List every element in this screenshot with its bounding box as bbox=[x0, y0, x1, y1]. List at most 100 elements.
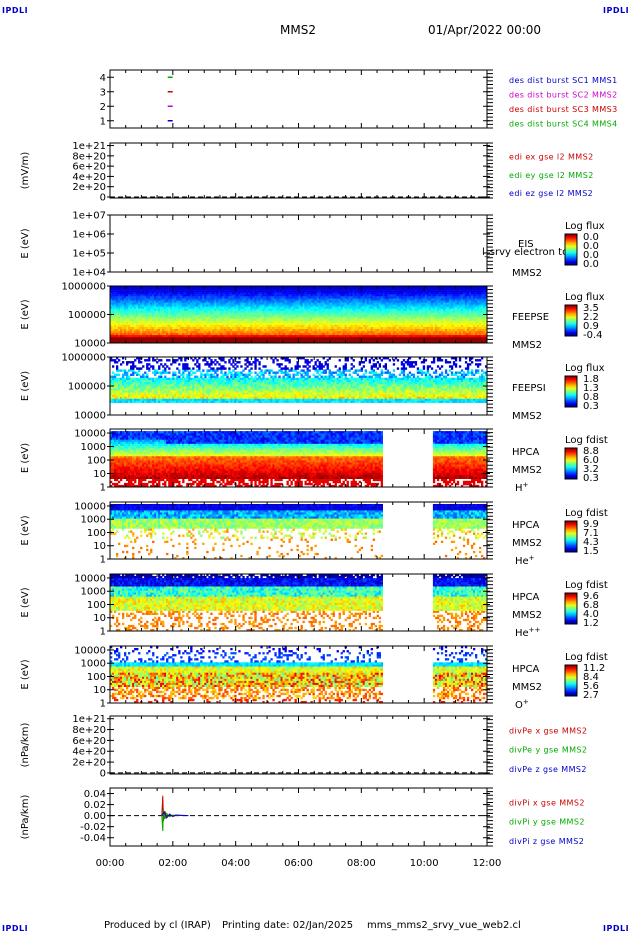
spectrogram-cell bbox=[212, 326, 215, 329]
spectrogram-cell bbox=[382, 290, 385, 293]
spectrogram-cell bbox=[170, 302, 173, 305]
spectrogram-cell bbox=[252, 312, 255, 315]
spectrogram-cell bbox=[342, 300, 345, 303]
spectrogram-cell bbox=[236, 302, 239, 305]
spectrogram-cell bbox=[428, 334, 432, 338]
spectrogram-cell bbox=[276, 310, 279, 313]
spectrogram-cell bbox=[418, 338, 422, 342]
spectrogram-cell bbox=[338, 338, 341, 342]
spectrogram-cell bbox=[436, 312, 440, 315]
spectrogram-cell bbox=[204, 314, 207, 317]
spectrogram-cell bbox=[248, 298, 251, 301]
spectrogram-cell bbox=[414, 338, 418, 342]
spectrogram-cell bbox=[152, 328, 155, 332]
spectrogram-cell bbox=[182, 334, 185, 338]
spectrogram-cell bbox=[432, 304, 436, 307]
spectrogram-cell bbox=[276, 341, 279, 344]
spectrogram-cell bbox=[324, 326, 327, 329]
spectrogram-cell bbox=[162, 294, 165, 297]
spectrogram-cell bbox=[408, 316, 412, 319]
spectrogram-cell bbox=[360, 314, 363, 317]
spectrogram-cell bbox=[162, 314, 165, 317]
spectrogram-cell bbox=[430, 332, 434, 336]
spectrogram-cell bbox=[408, 312, 412, 315]
spectrogram-cell bbox=[220, 298, 223, 301]
spectrogram-cell bbox=[164, 298, 167, 301]
spectrogram-cell bbox=[310, 298, 313, 301]
spectrogram-cell bbox=[112, 314, 115, 317]
spectrogram-cell bbox=[188, 324, 191, 327]
spectrogram-cell bbox=[182, 292, 185, 295]
spectrogram-cell bbox=[268, 316, 271, 319]
spectrogram-cell bbox=[244, 300, 247, 303]
spectrogram-cell bbox=[272, 300, 275, 303]
spectrogram-cell bbox=[152, 296, 155, 299]
spectrogram-cell bbox=[122, 300, 125, 303]
spectrogram-cell bbox=[250, 316, 253, 319]
spectrogram-cell bbox=[378, 294, 381, 297]
spectrogram-cell bbox=[218, 288, 221, 291]
spectrogram-cell bbox=[176, 288, 179, 291]
spectrogram-cell bbox=[178, 308, 181, 311]
spectrogram-cell bbox=[184, 334, 187, 338]
spectrogram-cell bbox=[424, 294, 428, 297]
spectrogram-cell bbox=[168, 338, 171, 342]
spectrogram-cell bbox=[330, 316, 333, 319]
spectrogram-cell bbox=[310, 326, 313, 329]
y-tick-label: 3 bbox=[100, 87, 106, 98]
spectrogram-cell bbox=[158, 304, 161, 307]
spectrogram-cell bbox=[302, 338, 305, 342]
spectrogram-cell bbox=[200, 302, 203, 305]
spectrogram-cell bbox=[238, 292, 241, 295]
spectrogram-cell bbox=[144, 328, 147, 332]
spectrogram-cell bbox=[186, 322, 189, 325]
spectrogram-cell bbox=[192, 318, 195, 321]
spectrogram-cell bbox=[154, 294, 157, 297]
spectrogram-cell bbox=[440, 292, 444, 295]
corner-label-top-left: IPDLI bbox=[2, 6, 28, 15]
spectrogram-cell bbox=[354, 286, 357, 289]
spectrogram-cell bbox=[196, 318, 199, 321]
spectrogram-cell bbox=[318, 290, 321, 293]
spectrogram-cell bbox=[336, 326, 339, 329]
spectrogram-cell bbox=[154, 302, 157, 305]
spectrogram-cell bbox=[394, 326, 398, 329]
spectrogram-cell bbox=[136, 338, 139, 342]
spectrogram-cell bbox=[358, 292, 361, 295]
spectrogram-cell bbox=[176, 316, 179, 319]
spectrogram-cell bbox=[184, 304, 187, 307]
spectrogram-cell bbox=[378, 326, 381, 329]
spectrogram-cell bbox=[328, 306, 331, 309]
spectrogram-cell bbox=[382, 322, 385, 325]
spectrogram-cell bbox=[220, 288, 223, 291]
spectrogram-cell bbox=[204, 334, 207, 338]
spectrogram-cell bbox=[238, 332, 241, 336]
spectrogram-cell bbox=[388, 298, 391, 301]
spectrogram-cell bbox=[220, 314, 223, 317]
spectrogram-cell bbox=[446, 336, 450, 340]
spectrogram-cell bbox=[126, 314, 129, 317]
spectrogram-cell bbox=[276, 296, 279, 299]
spectrogram-cell bbox=[220, 304, 223, 307]
spectrogram-cell bbox=[412, 302, 416, 305]
spectrogram-cell bbox=[298, 328, 301, 332]
spectrogram-cell bbox=[186, 332, 189, 336]
spectrogram-cell bbox=[182, 341, 185, 344]
spectrogram-cell bbox=[380, 312, 383, 315]
spectrogram-cell bbox=[134, 288, 137, 291]
spectrogram-cell bbox=[386, 341, 389, 344]
spectrogram-cell bbox=[190, 304, 193, 307]
spectrogram-cell bbox=[292, 310, 295, 313]
spectrogram-cell bbox=[280, 312, 283, 315]
spectrogram-cell bbox=[376, 320, 379, 323]
spectrogram-cell bbox=[390, 328, 393, 332]
spectrogram-cell bbox=[184, 324, 187, 327]
spectrogram-cell bbox=[442, 318, 446, 321]
spectrogram-cell bbox=[182, 302, 185, 305]
spectrogram-cell bbox=[140, 324, 143, 327]
spectrogram-cell bbox=[136, 292, 139, 295]
spectrogram-cell bbox=[174, 320, 177, 323]
spectrogram-cell bbox=[236, 328, 239, 332]
spectrogram-cell bbox=[184, 288, 187, 291]
spectrogram-cell bbox=[280, 294, 283, 297]
